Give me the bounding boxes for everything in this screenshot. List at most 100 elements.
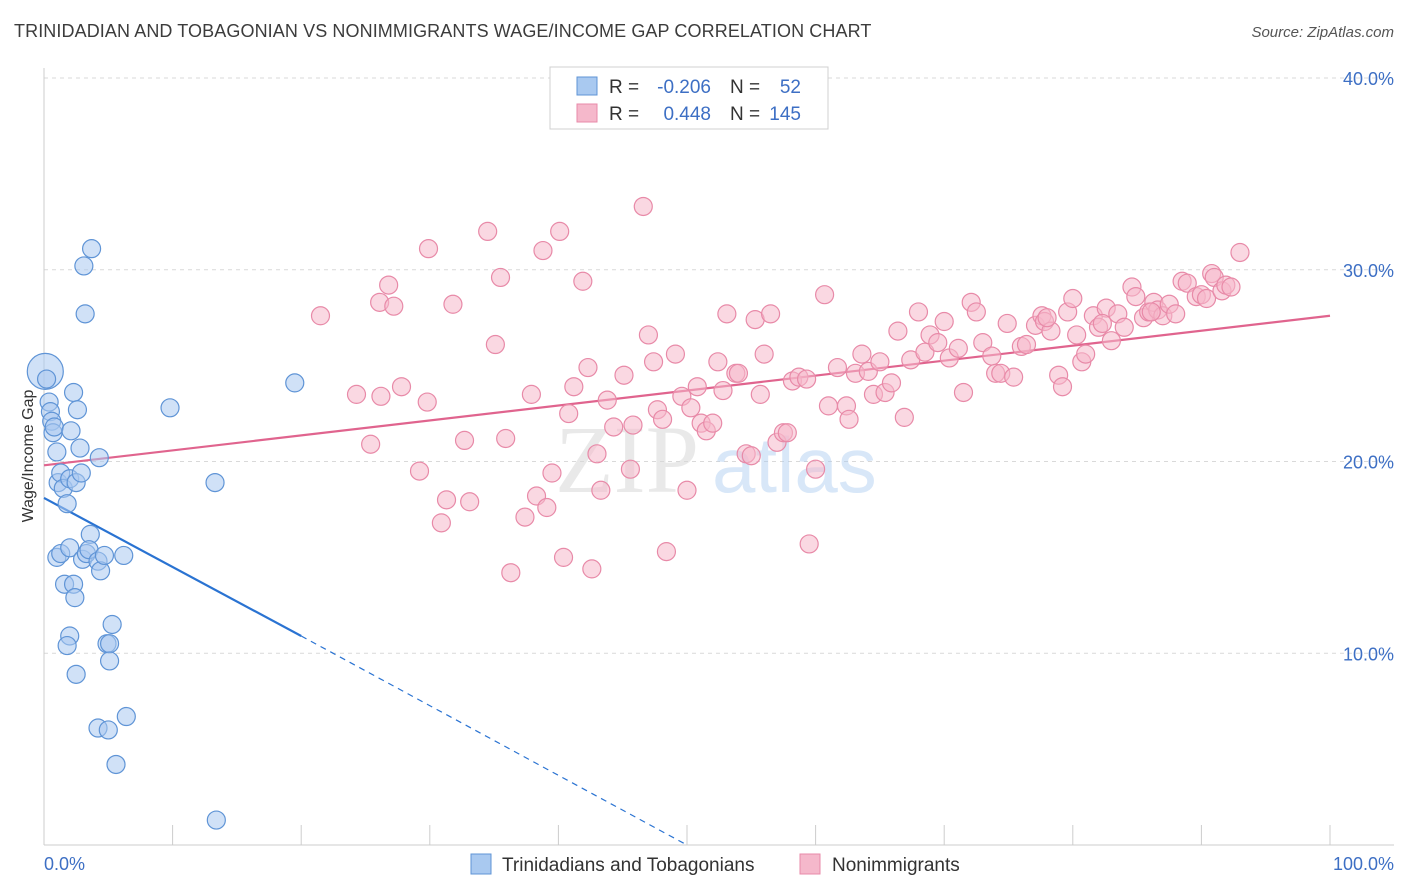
nonimmigrant-point (361, 434, 381, 454)
nonimmigrant-point (997, 313, 1017, 334)
nonimmigrant-point (852, 344, 872, 364)
nonimmigrant-point (409, 461, 430, 481)
nonimmigrant-point (515, 507, 535, 527)
nonimmigrant-point (818, 396, 839, 416)
nonimmigrant-point (490, 267, 511, 288)
nonimmigrant-point (760, 304, 781, 324)
nonimmigrant-point (708, 352, 728, 372)
nonimmigrant-point (346, 384, 367, 404)
nonimmigrant-point (564, 377, 584, 397)
nonimmigrant-point (1126, 286, 1146, 307)
nonimmigrant-point (478, 221, 498, 241)
legend-n-value-1: 52 (780, 77, 801, 98)
nonimmigrant-point (1230, 242, 1250, 263)
nonimmigrant-point (1063, 288, 1083, 309)
trinidadian-point (106, 754, 126, 775)
nonimmigrant-point (815, 285, 835, 305)
nonimmigrant-point (597, 390, 617, 410)
nonimmigrant-point (501, 563, 521, 583)
trinidadian-point (114, 545, 134, 566)
trinidadian-point (57, 494, 77, 514)
trinidadian-point (75, 304, 95, 324)
nonimmigrant-point (934, 311, 954, 332)
nonimmigrant-point (391, 377, 412, 397)
nonimmigrant-point (881, 373, 902, 393)
x-tick-label: 100.0% (1333, 854, 1394, 874)
trinidadian-point (160, 398, 180, 418)
bottom-legend-swatch-blue (470, 853, 492, 875)
y-tick-label: 20.0% (1343, 453, 1394, 473)
nonimmigrant-point (870, 352, 890, 372)
trinidadian-point (116, 706, 136, 727)
y-tick-label: 10.0% (1343, 644, 1394, 664)
nonimmigrant-point (638, 325, 659, 345)
trinidadian-point (63, 382, 84, 403)
trinidadian-point (57, 635, 77, 656)
y-tick-label: 40.0% (1343, 69, 1394, 89)
nonimmigrant-point (1101, 331, 1121, 351)
nonimmigrant-point (915, 342, 935, 362)
trinidadian-point (205, 472, 225, 493)
nonimmigrant-point (1141, 302, 1161, 322)
bottom-legend-label-blue: Trinidadians and Tobagonians (502, 855, 754, 876)
nonimmigrant-point (550, 221, 570, 241)
nonimmigrant-point (384, 296, 404, 316)
nonimmigrant-point (982, 346, 1002, 366)
chart-title: TRINIDADIAN AND TOBAGONIAN VS NONIMMIGRA… (14, 21, 872, 41)
nonimmigrant-point (754, 344, 774, 364)
trinidadian-point (66, 664, 86, 684)
nonimmigrant-point (431, 513, 451, 533)
nonimmigrant-point (894, 407, 914, 427)
nonimmigrant-point (1016, 334, 1037, 355)
nonimmigrant-point (1196, 288, 1217, 309)
nonimmigrant-point (665, 344, 686, 364)
trinidadian-point (102, 614, 122, 635)
x-tick-label: 0.0% (44, 854, 85, 874)
nonimmigrant-point (533, 240, 553, 261)
nonimmigrant-point (436, 490, 457, 510)
nonimmigrant-point (827, 357, 848, 378)
nonimmigrant-point (623, 415, 643, 435)
trinidadian-point (44, 417, 64, 437)
nonimmigrant-point (1067, 325, 1087, 345)
legend-r-label-2: R = (609, 104, 639, 125)
nonimmigrant-point (966, 302, 986, 322)
nonimmigrant-point (741, 446, 761, 466)
nonimmigrant-point (587, 444, 607, 464)
nonimmigrant-point (371, 386, 391, 406)
trinidadian-point (74, 256, 94, 276)
nonimmigrant-point (953, 382, 974, 403)
trinidadian-point (94, 545, 115, 566)
nonimmigrant-point (928, 333, 948, 353)
bottom-legend-label-pink: Nonimmigrants (832, 855, 960, 876)
y-axis-label: Wage/Income Gap (20, 390, 37, 523)
nonimmigrant-point (681, 398, 701, 418)
nonimmigrant-point (948, 338, 968, 358)
y-tick-label: 30.0% (1343, 261, 1394, 281)
nonimmigrant-point (717, 304, 737, 324)
nonimmigrant-point (460, 492, 480, 512)
trinidadian-point (70, 438, 90, 458)
trinidadian-point (47, 442, 67, 462)
nonimmigrant-point (1004, 367, 1024, 387)
legend-n-value-2: 145 (769, 104, 801, 125)
nonimmigrant-point (1052, 377, 1073, 397)
nonimmigrant-point (485, 334, 505, 355)
trinidadian-point (36, 369, 57, 389)
trendline-trinidadian (43, 496, 302, 637)
legend: R = -0.206 N = 52 R = 0.448 N = 145 (549, 66, 829, 130)
trinidadian-point (67, 400, 88, 420)
nonimmigrant-point (728, 363, 749, 383)
nonimmigrant-point (443, 294, 463, 314)
legend-n-label-2: N = (730, 104, 760, 125)
bottom-legend-swatch-pink (799, 853, 821, 875)
legend-r-value-2: 0.448 (663, 104, 711, 125)
nonimmigrant-point (496, 428, 516, 449)
axis-layer: 10.0% 20.0% 30.0% 40.0% 0.0% 100.0% (43, 68, 1394, 874)
nonimmigrant-point (656, 542, 677, 562)
chart-source: Source: ZipAtlas.com (1251, 24, 1394, 41)
nonimmigrant-point (908, 302, 929, 322)
nonimmigrant-point (1092, 313, 1112, 334)
trinidadian-point (61, 421, 81, 441)
